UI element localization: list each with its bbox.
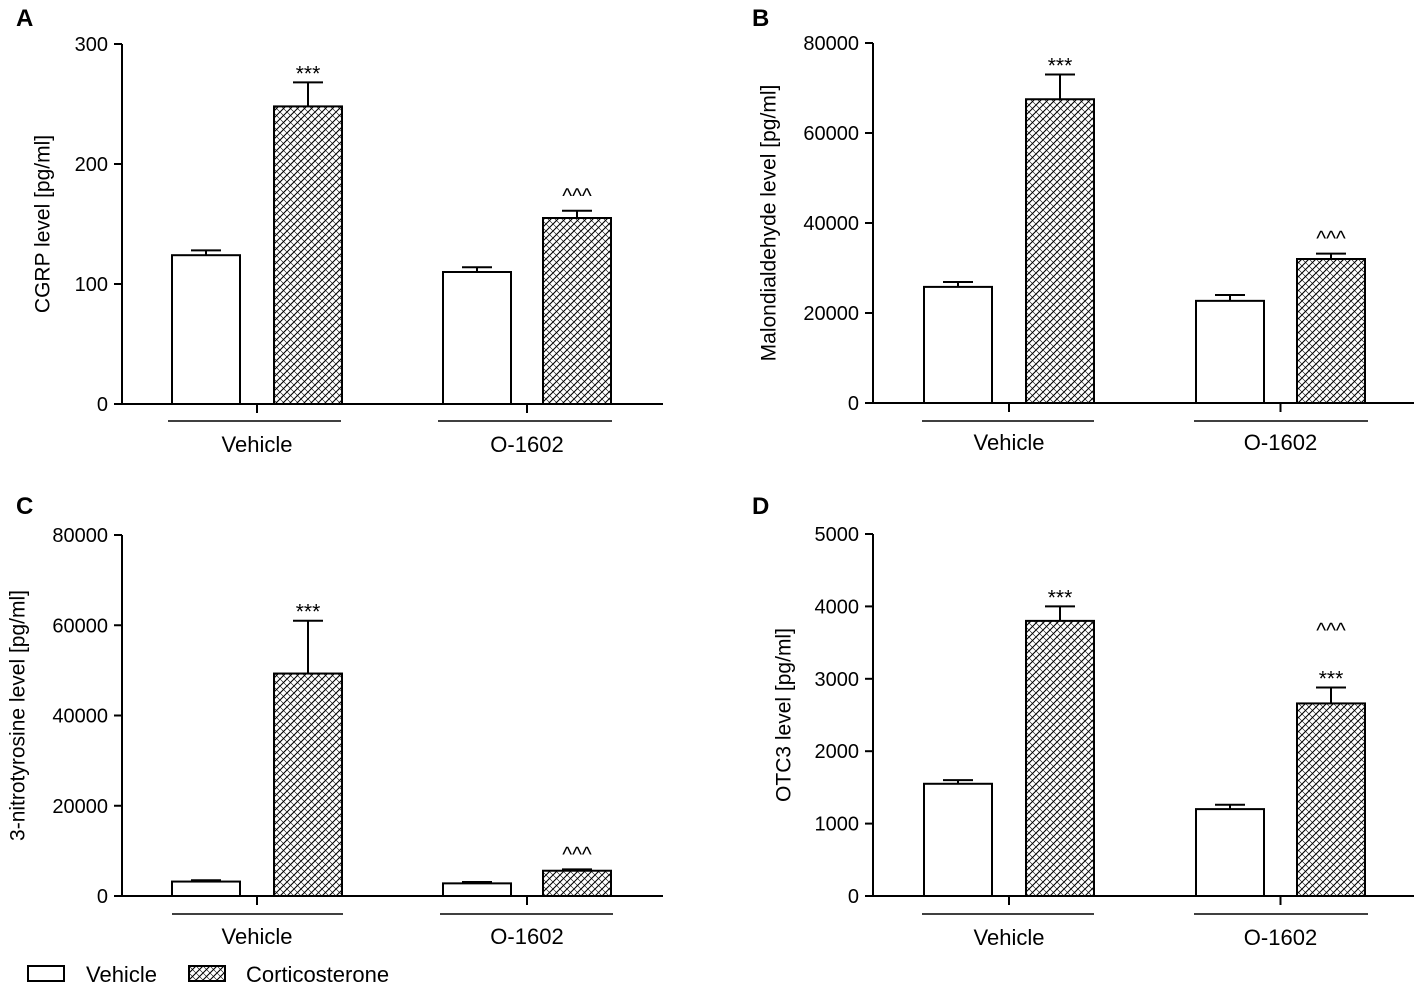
panel-c: C 3-nitrotyrosine level [pg/ml] 0 20000 4000… bbox=[7, 493, 663, 949]
panel-d-y-axis-label: OTC3 level [pg/ml] bbox=[773, 628, 796, 802]
panel-b-y-tick-label: 80000 bbox=[803, 33, 859, 55]
panel-d-significance: *** bbox=[1319, 667, 1344, 690]
panel-d-y-tick-label: 1000 bbox=[815, 814, 860, 836]
panel-a-group-label: O-1602 bbox=[490, 432, 563, 457]
panel-a-bar-vehicle-1 bbox=[442, 271, 512, 405]
panel-d: D OTC3 level [pg/ml] 0 1000 2000 3000 4000 5000… bbox=[752, 493, 1414, 950]
panel-d-group-label: O-1602 bbox=[1244, 925, 1317, 950]
panel-c-group-label: O-1602 bbox=[490, 924, 563, 949]
panel-c-bar-vehicle-0 bbox=[171, 880, 241, 897]
panel-d-significance: *** bbox=[1048, 586, 1073, 609]
panel-a-group-label: Vehicle bbox=[222, 432, 293, 457]
panel-c-y-tick-label: 0 bbox=[97, 886, 108, 908]
panel-d-y-tick-label: 3000 bbox=[815, 669, 860, 691]
panel-d-y-tick-label: 0 bbox=[848, 886, 859, 908]
panel-a: A CGRP level [pg/ml] 0 100 200 300 *** ^^^ Vehic… bbox=[16, 5, 663, 457]
panel-d-y-tick-label: 5000 bbox=[815, 524, 860, 546]
panel-d-letter: D bbox=[752, 493, 769, 520]
panel-a-y-tick-label: 300 bbox=[75, 34, 108, 56]
panel-c-y-tick-label: 60000 bbox=[52, 615, 108, 637]
panel-b-y-tick-label: 20000 bbox=[803, 303, 859, 325]
panel-b-bar-corticosterone-1 bbox=[1296, 258, 1366, 404]
panel-b-y-tick-label: 60000 bbox=[803, 123, 859, 145]
panel-b-letter: B bbox=[752, 5, 769, 32]
panel-d-group-label: Vehicle bbox=[974, 925, 1045, 950]
panel-c-group-label: Vehicle bbox=[222, 924, 293, 949]
panel-b-group-label: Vehicle bbox=[974, 430, 1045, 455]
panel-c-y-axis-label: 3-nitrotyrosine level [pg/ml] bbox=[7, 590, 30, 841]
panel-b: B Malondialdehyde level [pg/ml] 0 20000 4000… bbox=[752, 5, 1414, 455]
panel-c-bar-corticosterone-0 bbox=[273, 672, 343, 897]
panel-b-bar-vehicle-1 bbox=[1195, 299, 1265, 405]
legend-corticosterone-label: Corticosterone bbox=[246, 962, 389, 984]
panel-b-significance: *** bbox=[1048, 55, 1073, 78]
panel-a-significance: ^^^ bbox=[562, 185, 592, 208]
panel-b-y-tick-label: 40000 bbox=[803, 213, 859, 235]
panel-b-y-tick-label: 0 bbox=[848, 393, 859, 415]
panel-d-y-tick-label: 2000 bbox=[815, 741, 860, 763]
panel-d-y-tick-label: 4000 bbox=[815, 596, 860, 618]
panel-b-y-axis-label: Malondialdehyde level [pg/ml] bbox=[758, 85, 781, 362]
panel-b-bar-vehicle-0 bbox=[923, 285, 993, 404]
panel-c-bar-corticosterone-1 bbox=[542, 869, 612, 897]
panel-d-bar-vehicle-1 bbox=[1195, 808, 1265, 897]
panel-a-y-tick-label: 200 bbox=[75, 154, 108, 176]
panel-a-y-tick-label: 100 bbox=[75, 274, 108, 296]
legend-corticosterone-swatch bbox=[188, 965, 226, 982]
panel-a-letter: A bbox=[16, 5, 33, 32]
legend-vehicle-swatch bbox=[27, 965, 65, 982]
panel-c-bar-vehicle-1 bbox=[442, 882, 512, 897]
panel-d-bar-vehicle-0 bbox=[923, 782, 993, 898]
panel-a-y-axis-label: CGRP level [pg/ml] bbox=[32, 135, 55, 313]
panel-d-bar-corticosterone-0 bbox=[1025, 619, 1095, 897]
panel-a-bar-corticosterone-0 bbox=[273, 105, 343, 406]
legend: Vehicle Corticosterone bbox=[27, 962, 389, 984]
panel-a-bar-vehicle-0 bbox=[171, 254, 241, 405]
panel-d-significance: ^^^ bbox=[1316, 619, 1346, 642]
panel-c-letter: C bbox=[16, 493, 33, 520]
panel-b-significance: ^^^ bbox=[1316, 228, 1346, 251]
panel-c-y-tick-label: 40000 bbox=[52, 706, 108, 728]
legend-vehicle-label: Vehicle bbox=[86, 962, 157, 984]
panel-c-y-tick-label: 80000 bbox=[52, 525, 108, 547]
panel-c-significance: ^^^ bbox=[562, 843, 592, 866]
panel-d-bar-corticosterone-1 bbox=[1296, 702, 1366, 898]
panel-b-bar-corticosterone-0 bbox=[1025, 98, 1095, 404]
panel-a-significance: *** bbox=[296, 62, 321, 85]
panel-a-bar-corticosterone-1 bbox=[542, 217, 612, 405]
panel-a-y-tick-label: 0 bbox=[97, 394, 108, 416]
panel-c-y-tick-label: 20000 bbox=[52, 796, 108, 818]
panel-b-group-label: O-1602 bbox=[1244, 430, 1317, 455]
panel-c-significance: *** bbox=[296, 601, 321, 624]
